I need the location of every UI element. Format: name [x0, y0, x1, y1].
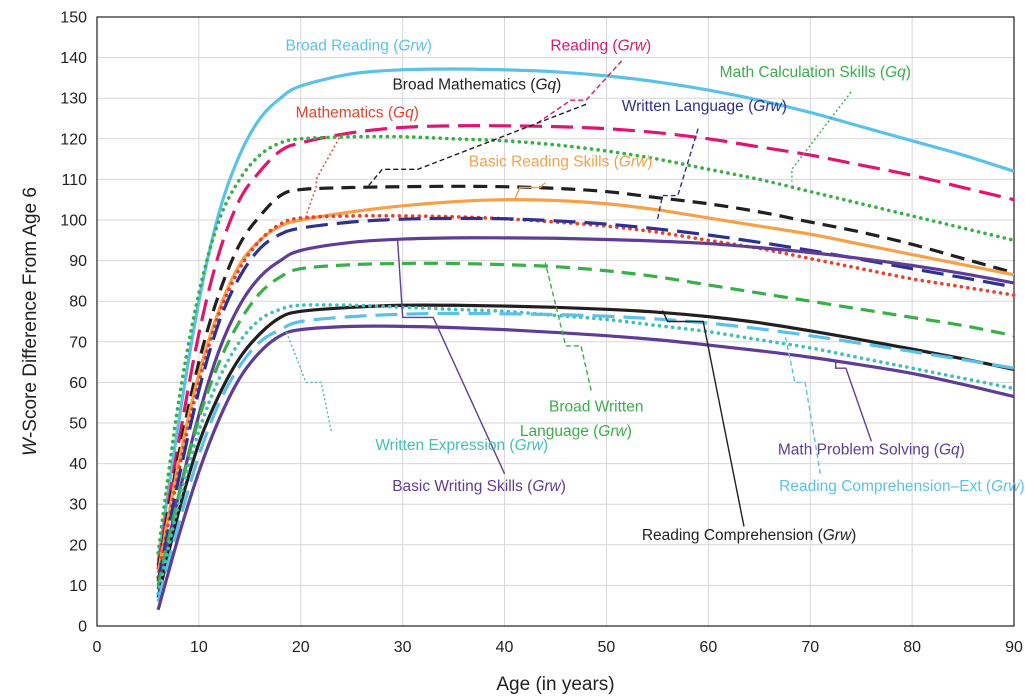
leader-broad-written-language	[544, 262, 592, 391]
y-axis-ticks: 0 10 20 30 40 50 60 70 80 90 100 110 120 130 140 150	[60, 10, 87, 636]
series-label-reading-comprehension: Reading Comprehension (Grw)	[642, 527, 857, 544]
y-tick-label: 30	[69, 497, 87, 514]
series-label-basic-reading-skills: Basic Reading Skills (Grw)	[469, 153, 652, 170]
series-label-written-expression: Written Expression (Grw)	[375, 437, 548, 454]
leader-basic-reading-skills	[514, 182, 546, 200]
series-label-broad-written-language-line2: Language (Grw)	[520, 423, 632, 440]
series-line-broad-reading	[156, 67, 1015, 562]
series-line-math-problem-solving	[156, 324, 1015, 611]
series-label-math-calculation-skills: Math Calculation Skills (Gq)	[720, 64, 911, 81]
y-tick-label: 10	[69, 578, 87, 595]
grid	[97, 17, 1014, 626]
leader-reading-comprehension	[661, 310, 745, 527]
series-line-written-expression	[156, 303, 1016, 596]
x-tick-label: 30	[394, 639, 412, 656]
x-tick-label: 50	[598, 639, 616, 656]
y-tick-label: 140	[60, 50, 87, 67]
y-tick-label: 50	[69, 416, 87, 433]
series-label-basic-writing-skills: Basic Writing Skills (Grw)	[392, 478, 566, 495]
leader-written-expression	[284, 329, 332, 432]
series-line-broad-written-language	[156, 261, 1015, 586]
series-line-broad-mathematics	[156, 184, 1015, 570]
series-label-reading-comprehension-ext: Reading Comprehension–Ext (Grw)	[779, 478, 1025, 495]
label-leaders	[284, 60, 873, 527]
series-label-broad-reading: Broad Reading (Grw)	[285, 37, 431, 54]
series-label-broad-written-language: Broad Written	[549, 399, 643, 416]
x-tick-label: 90	[1005, 639, 1023, 656]
y-tick-label: 150	[60, 10, 87, 27]
y-tick-label: 0	[78, 619, 87, 636]
series-line-mathematics	[156, 213, 1016, 580]
leader-math-calculation-skills	[791, 91, 852, 182]
leader-reading	[534, 60, 623, 126]
x-tick-label: 80	[903, 639, 921, 656]
series-line-reading-comprehension-ext	[156, 311, 1015, 603]
series-line-reading-comprehension	[156, 303, 1015, 598]
x-tick-label: 40	[496, 639, 514, 656]
y-tick-label: 90	[69, 253, 87, 270]
series-labels: Broad Reading (Grw) Reading (Grw) Broad Ma…	[285, 37, 1024, 544]
series-label-reading: Reading (Grw)	[550, 37, 651, 54]
series-line-basic-writing-skills	[156, 236, 1015, 590]
x-axis-title: Age (in years)	[496, 674, 614, 695]
leader-broad-mathematics	[366, 103, 587, 188]
series-label-math-problem-solving: Math Problem Solving (Gq)	[778, 441, 965, 458]
x-tick-label: 20	[292, 639, 310, 656]
leader-basic-writing-skills	[396, 240, 506, 475]
y-axis-title-prefix: W	[20, 436, 41, 456]
series-lines	[156, 67, 1016, 611]
series-line-math-calculation-skills	[156, 134, 1016, 555]
x-tick-label: 60	[699, 639, 717, 656]
y-tick-label: 70	[69, 334, 87, 351]
leader-reading-comprehension-ext	[784, 333, 822, 474]
y-tick-label: 130	[60, 91, 87, 108]
x-axis-ticks: 0 10 20 30 40 50 60 70 80 90	[93, 639, 1023, 656]
series-label-mathematics: Mathematics (Gq)	[296, 105, 419, 122]
leader-written-language	[656, 128, 699, 221]
y-tick-label: 80	[69, 294, 87, 311]
y-tick-label: 60	[69, 375, 87, 392]
series-label-written-language: Written Language (Grw)	[622, 98, 787, 115]
y-tick-label: 110	[61, 172, 87, 189]
series-line-written-language	[156, 216, 1015, 582]
leader-math-problem-solving	[835, 360, 873, 442]
x-tick-label: 0	[93, 639, 102, 656]
series-line-basic-reading-skills	[156, 198, 1015, 574]
y-tick-label: 40	[69, 456, 87, 473]
y-axis-title-rest: -Score Difference From Age 6	[20, 187, 41, 438]
plot-frame	[96, 16, 1015, 627]
y-tick-label: 120	[60, 131, 87, 148]
x-tick-label: 70	[801, 639, 819, 656]
y-tick-label: 100	[60, 213, 87, 230]
series-label-broad-mathematics: Broad Mathematics (Gq)	[392, 76, 561, 93]
x-tick-label: 10	[190, 639, 208, 656]
y-tick-label: 20	[69, 537, 87, 554]
y-axis-title: W-Score Difference From Age 6	[20, 187, 41, 456]
leader-mathematics	[305, 133, 343, 217]
